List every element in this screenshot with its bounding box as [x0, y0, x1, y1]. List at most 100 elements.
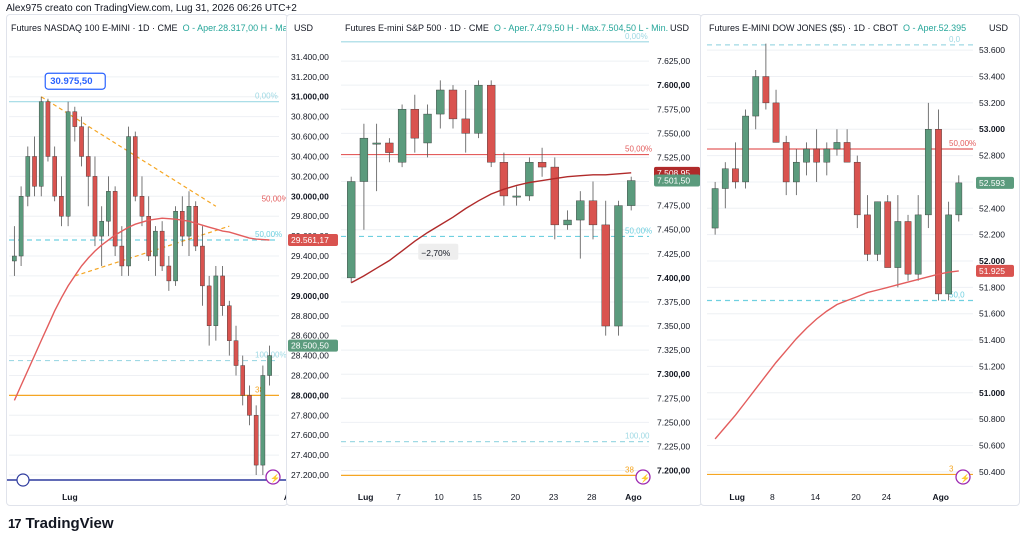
chart-svg-nq: 0,00% 50,00% 100,00% 38 Lug Ago 30.975,50 50,00…: [7, 56, 287, 502]
y-tick-label: 30.600,00: [291, 132, 329, 142]
y-tick-label: 52.800: [979, 151, 1005, 161]
tradingview-logo[interactable]: 17 TradingView: [8, 515, 114, 532]
y-tick-label: 31.400,00: [291, 52, 329, 62]
candle-body: [904, 221, 912, 275]
candle-body: [25, 156, 31, 197]
y-tick-label: 31.000,00: [291, 92, 329, 102]
measure-box: [418, 243, 459, 260]
candle-body: [18, 196, 24, 257]
price-badge: [654, 174, 700, 187]
candle-body: [213, 275, 219, 326]
candle-body: [601, 224, 610, 327]
y-tick-label: 51.600: [979, 309, 1005, 319]
candle-body: [525, 162, 534, 197]
fib-level-label: 38: [255, 385, 264, 394]
candle-body: [576, 200, 585, 221]
candle-body: [385, 142, 394, 153]
candle-body: [220, 275, 225, 306]
candle-body: [945, 214, 952, 295]
candle-body: [92, 176, 98, 237]
candle-body: [193, 206, 198, 247]
tradingview-mark-icon: 17: [8, 516, 22, 531]
y-tick-label: 29.400,00: [291, 251, 329, 261]
candle-body: [166, 265, 172, 282]
candle-body: [487, 84, 496, 163]
x-tick-label: 14: [811, 492, 821, 502]
candle-body: [588, 200, 598, 226]
lightning-icon: [265, 469, 281, 485]
candle-body: [132, 136, 138, 197]
candle-body: [436, 89, 445, 115]
candle-body: [146, 215, 151, 257]
x-tick-label: 20: [851, 492, 861, 502]
y-tick-label: 51.200: [979, 361, 1005, 371]
candle-body: [159, 230, 165, 267]
candle-body: [732, 168, 739, 183]
price-badge-label: 28.500,50: [291, 341, 329, 351]
price-badge: [976, 176, 1014, 189]
candle-body: [153, 230, 158, 257]
candle-body: [79, 126, 84, 157]
y-tick-label: 50.800: [979, 414, 1005, 424]
y-tick-label: 7.250,00: [657, 417, 690, 427]
replay-icon: [16, 473, 30, 487]
y-tick-label: 7.450,00: [657, 225, 690, 235]
x-tick-label: 10: [434, 492, 444, 502]
candle-body: [853, 161, 861, 216]
fib-level-label: 0,00%: [625, 32, 648, 41]
y-tick-label: 53.200: [979, 98, 1005, 108]
chart-panel-nasdaq[interactable]: 0,00% 50,00% 100,00% 38 Lug Ago 30.975,50 50,00…: [6, 14, 288, 506]
candle-body: [742, 115, 749, 183]
y-tick-label: 27.800,00: [291, 410, 329, 420]
fib-level-label: 50,00%: [625, 145, 652, 154]
candle-body: [410, 109, 419, 139]
y-tick-label: 29.000,00: [291, 291, 329, 301]
chart-svg-es: 31.400,00 31.200,00 31.000,00 30.800,00 30.6…: [288, 32, 700, 502]
x-tick-label: Lug: [729, 492, 745, 502]
candle-body: [59, 196, 64, 217]
x-tick-label: 15: [472, 492, 482, 502]
candle-body: [173, 211, 178, 282]
y-tick-label: 7.425,00: [657, 249, 690, 259]
y-tick-label: 7.200,00: [657, 466, 690, 476]
price-badge: [976, 264, 1014, 277]
lightning-glyph: ⚡: [640, 473, 650, 483]
y-tick-label: 28.800,00: [291, 311, 329, 321]
candle-body: [461, 118, 470, 134]
y-tick-label: 53.600: [979, 45, 1005, 55]
y-tick-label: 7.475,00: [657, 201, 690, 211]
y-tick-label: 30.800,00: [291, 112, 329, 122]
candle-body: [752, 76, 760, 117]
y-tick-label: 7.400,00: [657, 273, 690, 283]
y-tick-label: 28.600,00: [291, 331, 329, 341]
fib-level-label: 50,00%: [255, 230, 282, 239]
fib-level-label: 100,00: [625, 432, 650, 441]
price-badge-label: 29.561,17: [291, 235, 329, 245]
price-badge-label: 52.593: [979, 178, 1005, 188]
x-tick-label: Lug: [62, 492, 78, 502]
candle-body: [423, 113, 432, 144]
candle-body: [85, 156, 91, 177]
y-tick-label: 7.375,00: [657, 297, 690, 307]
candle-body: [260, 375, 266, 466]
price-badge-label: 7.508,95: [657, 168, 690, 178]
currency-label-mid: USD: [670, 23, 690, 33]
candle-body: [347, 181, 356, 279]
chart-panel-dow[interactable]: 53.60053.40053.20053.00052.80052.60052.4…: [700, 14, 1020, 506]
fib-level-label: 38: [625, 465, 634, 474]
y-tick-label: 52.200: [979, 230, 1005, 240]
chart-panel-sp500[interactable]: 31.400,00 31.200,00 31.000,00 30.800,00 30.6…: [286, 14, 702, 506]
candle-body: [180, 211, 185, 237]
candle-body: [52, 156, 57, 197]
candle-body: [772, 102, 780, 143]
chart-svg-ym: 53.60053.40053.20053.00052.80052.60052.4…: [707, 35, 1014, 502]
y-tick-label: 27.600,00: [291, 430, 329, 440]
candle-body: [372, 142, 381, 145]
y-tick-label: 28.200,00: [291, 370, 329, 380]
trend-line: [74, 225, 230, 277]
y-tick-label: 27.400,00: [291, 450, 329, 460]
price-badge: [288, 339, 338, 352]
y-tick-label: 7.300,00: [657, 369, 690, 379]
x-tick-label: 23: [549, 492, 559, 502]
candle-body: [72, 111, 78, 127]
